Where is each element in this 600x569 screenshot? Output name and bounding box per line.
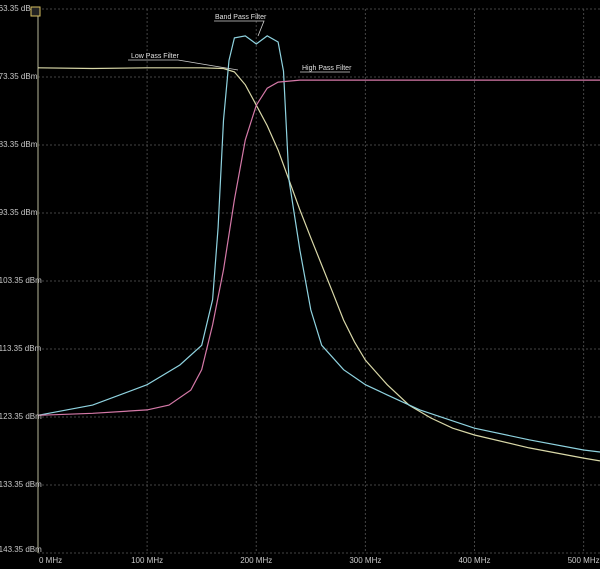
series-line (37, 67, 600, 462)
y-tick-label: -83.35 dBm (0, 140, 38, 149)
x-tick-label: 100 MHz (131, 556, 163, 565)
legend-leader (214, 20, 265, 37)
y-tick-label: -63.35 dBm (0, 4, 38, 13)
y-tick-label: -123.35 dBm (0, 412, 42, 421)
y-tick-label: -113.35 dBm (0, 344, 42, 353)
x-tick-label: 400 MHz (458, 556, 490, 565)
y-tick-label: -93.35 dBm (0, 208, 38, 217)
plot (37, 35, 600, 462)
x-tick-label: 300 MHz (349, 556, 381, 565)
x-tick-label: 0 MHz (39, 556, 62, 565)
y-tick-label: -143.35 dBm (0, 545, 42, 554)
legend-label: Band Pass Filter (215, 14, 267, 21)
marker-icon[interactable] (30, 6, 41, 17)
x-tick-label: 200 MHz (240, 556, 272, 565)
legend-label: Low Pass Filter (131, 53, 180, 60)
y-tick-label: -103.35 dBm (0, 276, 42, 285)
grid (37, 8, 600, 554)
labels: -63.35 dBm -73.35 dBm -83.35 dBm -93.35 dBm… (0, 4, 600, 565)
legend-leader (128, 59, 239, 71)
legend-label: High Pass Filter (302, 65, 352, 72)
y-tick-label: -73.35 dBm (0, 72, 38, 81)
y-tick-label: -133.35 dBm (0, 480, 42, 489)
series-line (37, 79, 600, 416)
x-tick-label: 500 MHz (568, 556, 600, 565)
series-line (37, 35, 600, 453)
